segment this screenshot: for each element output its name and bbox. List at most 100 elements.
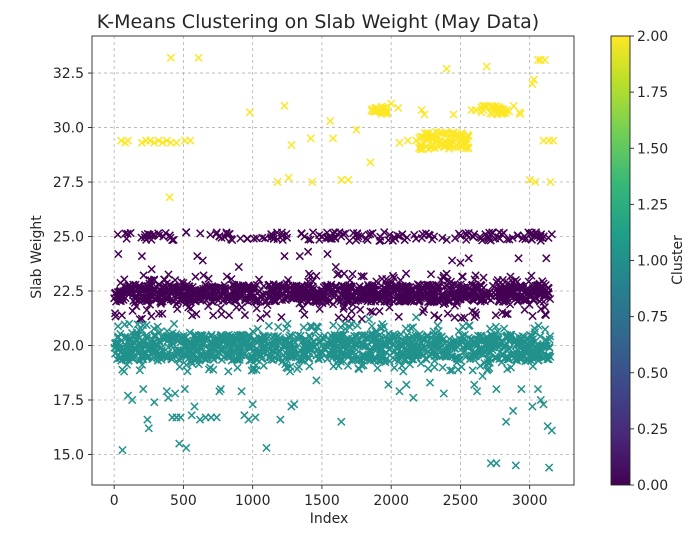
data-point-marker	[471, 351, 481, 360]
data-point-marker	[117, 311, 127, 320]
data-point-marker	[353, 230, 362, 239]
data-point-marker	[327, 286, 336, 295]
data-point-marker	[530, 327, 540, 337]
data-point-marker	[398, 230, 407, 239]
data-point-marker	[283, 319, 292, 328]
data-point-marker	[402, 233, 412, 242]
data-point-marker	[479, 283, 488, 292]
data-point-marker	[352, 125, 361, 134]
data-point-marker	[432, 335, 442, 345]
data-point-marker	[143, 415, 152, 424]
data-point-marker	[393, 337, 403, 346]
data-point-marker	[188, 311, 197, 320]
data-point-marker	[240, 310, 250, 320]
data-point-marker	[289, 285, 299, 295]
data-point-marker	[132, 330, 142, 339]
data-point-marker	[359, 361, 368, 370]
data-point-marker	[313, 323, 323, 332]
data-point-marker	[546, 177, 555, 187]
data-point-marker	[165, 231, 174, 240]
data-point-marker	[123, 136, 133, 145]
data-point-marker	[280, 251, 289, 261]
data-point-marker	[118, 350, 128, 360]
data-point-marker	[366, 348, 376, 358]
data-point-marker	[134, 342, 144, 352]
data-point-marker	[528, 362, 538, 371]
data-point-marker	[528, 402, 537, 411]
data-point-marker	[442, 64, 451, 73]
data-point-marker	[528, 311, 537, 321]
colorbar-tick-label: 0.75	[637, 310, 668, 326]
data-point-marker	[328, 300, 338, 309]
data-point-marker	[147, 312, 156, 321]
data-point-marker	[194, 53, 203, 62]
data-point-marker	[170, 389, 180, 398]
data-point-marker	[364, 315, 374, 324]
data-point-marker	[287, 140, 296, 150]
data-point-marker	[425, 378, 435, 387]
data-point-marker	[429, 232, 439, 241]
data-point-marker	[447, 256, 457, 265]
data-point-marker	[376, 333, 386, 342]
data-point-marker	[420, 139, 429, 148]
data-point-marker	[259, 281, 268, 291]
x-tick-label: 1000	[235, 493, 271, 509]
data-point-marker	[413, 280, 422, 289]
data-point-marker	[160, 275, 169, 284]
data-point-marker	[516, 109, 525, 119]
data-point-marker	[198, 256, 207, 265]
data-point-marker	[394, 312, 403, 321]
data-point-marker	[280, 101, 289, 110]
data-point-marker	[230, 355, 239, 364]
data-point-marker	[311, 327, 320, 336]
data-point-marker	[384, 289, 394, 298]
plot-frame	[91, 35, 575, 486]
data-point-marker	[545, 332, 555, 341]
data-point-marker	[367, 285, 376, 294]
data-point-marker	[423, 297, 433, 307]
data-point-marker	[376, 347, 385, 356]
data-point-marker	[400, 356, 409, 365]
data-point-marker	[461, 144, 470, 153]
data-point-marker	[411, 290, 420, 300]
data-point-marker	[444, 140, 453, 149]
data-point-marker	[505, 235, 514, 244]
data-point-marker	[258, 233, 267, 242]
data-point-marker	[479, 273, 488, 282]
data-point-marker	[373, 363, 382, 373]
data-point-marker	[251, 413, 260, 422]
data-point-marker	[524, 277, 533, 286]
data-point-marker	[399, 367, 408, 376]
data-point-marker	[470, 380, 479, 389]
data-point-marker	[395, 354, 404, 363]
data-point-marker	[422, 332, 432, 341]
data-point-marker	[503, 331, 512, 340]
data-point-marker	[138, 320, 148, 330]
data-point-marker	[118, 445, 127, 455]
data-point-marker	[415, 342, 424, 351]
data-point-marker	[335, 333, 344, 343]
data-point-marker	[254, 275, 264, 284]
data-point-marker	[272, 345, 281, 354]
data-point-marker	[132, 328, 141, 337]
data-point-marker	[248, 400, 257, 409]
data-point-marker	[283, 293, 292, 303]
data-point-marker	[193, 251, 202, 261]
data-point-marker	[377, 281, 386, 290]
y-tick-label: 30.0	[53, 121, 84, 137]
data-point-marker	[428, 346, 438, 355]
data-point-marker	[269, 232, 278, 241]
data-point-marker	[434, 281, 443, 290]
data-point-marker	[291, 338, 300, 347]
data-point-marker	[190, 402, 199, 411]
chart-title: K-Means Clustering on Slab Weight (May D…	[97, 11, 539, 33]
data-point-marker	[172, 330, 181, 339]
data-point-marker	[367, 321, 377, 331]
data-point-marker	[195, 415, 205, 424]
data-point-marker	[427, 134, 436, 143]
data-point-marker	[172, 138, 181, 147]
data-point-marker	[177, 278, 186, 287]
data-point-marker	[516, 292, 525, 301]
data-point-marker	[460, 313, 469, 322]
data-point-marker	[438, 290, 448, 299]
